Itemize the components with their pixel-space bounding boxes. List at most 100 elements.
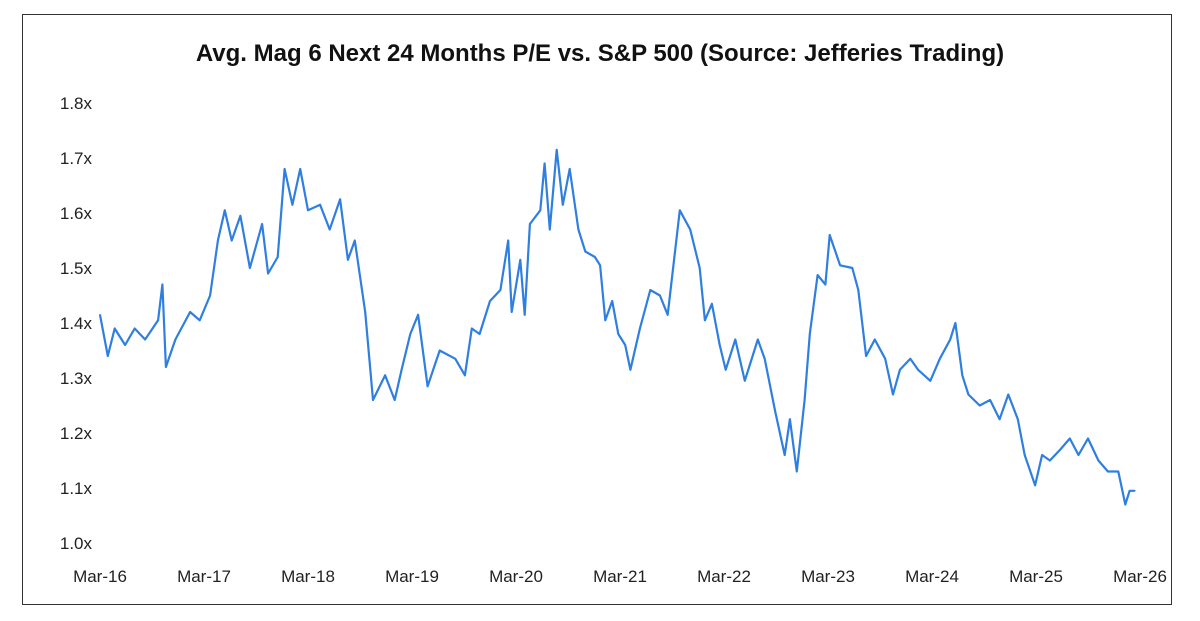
data-point	[744, 379, 746, 382]
y-tick-label: 1.6x	[60, 204, 93, 223]
data-point	[967, 393, 970, 396]
data-point	[803, 399, 806, 401]
data-point	[584, 250, 587, 253]
data-point	[824, 283, 827, 286]
data-point	[519, 258, 522, 261]
data-point	[409, 333, 412, 335]
data-point	[989, 399, 991, 401]
data-point	[354, 239, 356, 242]
data-point	[1069, 437, 1071, 440]
data-point	[364, 311, 367, 313]
data-point	[949, 338, 951, 341]
x-tick-label: Mar-22	[697, 567, 751, 586]
x-tick-label: Mar-24	[905, 567, 959, 586]
data-point	[939, 357, 941, 360]
data-point	[998, 418, 1001, 421]
data-point	[157, 319, 159, 322]
data-point	[499, 289, 502, 291]
data-point	[617, 333, 620, 335]
data-point	[1017, 418, 1019, 421]
data-point	[624, 344, 626, 346]
data-point	[639, 327, 641, 330]
data-point	[789, 418, 791, 421]
data-point	[1087, 437, 1089, 440]
x-tick-label: Mar-21	[593, 567, 647, 586]
data-point	[276, 256, 279, 258]
data-point	[539, 209, 542, 212]
y-tick-label: 1.5x	[60, 259, 93, 278]
data-point	[698, 267, 701, 269]
data-point	[299, 168, 302, 170]
y-tick-label: 1.1x	[60, 479, 93, 498]
data-point	[209, 294, 211, 297]
data-point	[217, 239, 219, 242]
data-point	[611, 300, 613, 302]
x-tick-label: Mar-18	[281, 567, 335, 586]
data-point	[319, 203, 321, 206]
data-point	[839, 264, 841, 267]
data-point	[851, 267, 854, 269]
data-point	[568, 168, 571, 170]
data-point	[113, 327, 116, 330]
data-point	[816, 274, 819, 276]
data-point	[577, 228, 580, 231]
data-point	[629, 368, 632, 371]
data-point	[291, 203, 294, 206]
x-tick-label: Mar-20	[489, 567, 543, 586]
y-tick-label: 1.0x	[60, 534, 93, 553]
data-point	[372, 399, 374, 401]
data-point	[198, 319, 201, 322]
data-point	[478, 333, 481, 335]
data-point	[239, 214, 242, 217]
data-point	[1049, 459, 1051, 462]
data-point	[954, 322, 957, 324]
y-tick-label: 1.7x	[60, 149, 93, 168]
data-point	[471, 327, 473, 330]
data-point	[978, 404, 981, 407]
x-tick-label: Mar-26	[1113, 567, 1167, 586]
data-point	[507, 239, 510, 242]
data-point	[562, 203, 564, 206]
data-point	[124, 344, 126, 346]
data-point	[489, 300, 491, 302]
data-point	[174, 338, 177, 341]
data-point	[107, 355, 109, 357]
data-point	[347, 258, 349, 261]
data-point	[454, 357, 457, 360]
y-tick-label: 1.2x	[60, 424, 93, 443]
x-tick-label: Mar-25	[1009, 567, 1063, 586]
x-tick-label: Mar-17	[177, 567, 231, 586]
data-point	[689, 228, 691, 231]
chart-frame	[22, 14, 1172, 605]
data-point	[1007, 393, 1010, 396]
data-point	[917, 368, 919, 371]
data-point	[1034, 484, 1036, 487]
data-point	[604, 319, 607, 322]
data-point	[809, 333, 811, 335]
data-point	[961, 374, 964, 377]
data-point	[929, 379, 932, 382]
data-point	[543, 162, 546, 165]
data-point	[857, 289, 860, 291]
data-point	[757, 338, 759, 341]
data-point	[892, 393, 894, 396]
data-point	[774, 410, 776, 412]
data-point	[393, 399, 396, 401]
data-point	[884, 357, 886, 360]
data-point	[909, 357, 912, 360]
data-point	[796, 470, 798, 473]
data-point	[417, 313, 419, 316]
y-tick-label: 1.4x	[60, 314, 93, 333]
data-point	[1134, 489, 1136, 492]
data-point	[1128, 489, 1131, 492]
data-point	[529, 223, 531, 225]
data-point	[1124, 503, 1127, 506]
data-point	[438, 349, 441, 352]
data-point	[899, 368, 901, 371]
data-point	[659, 294, 661, 297]
data-point	[1107, 470, 1109, 473]
data-point	[261, 223, 263, 225]
data-point	[763, 357, 766, 360]
data-point	[594, 256, 596, 258]
